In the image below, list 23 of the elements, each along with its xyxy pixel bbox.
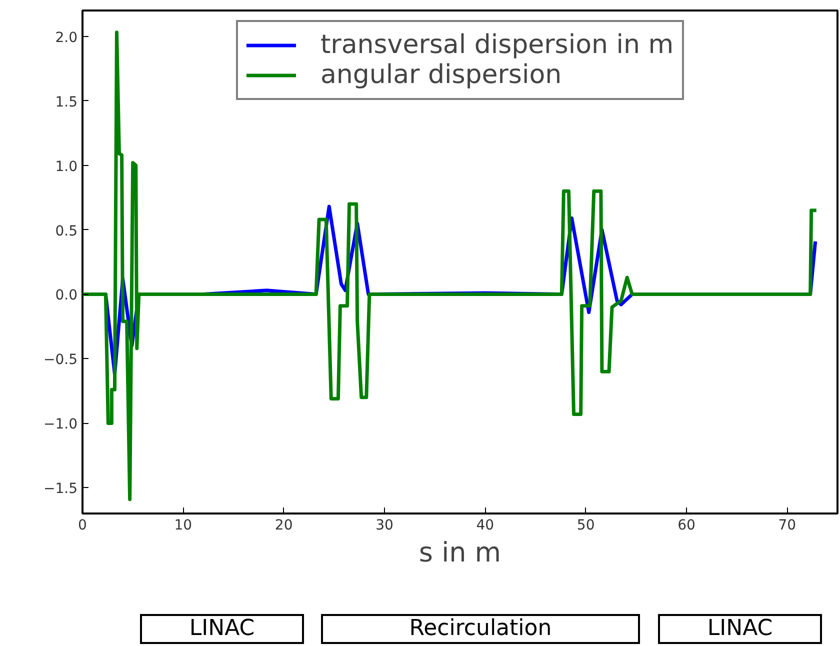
y-tick-label: 0.5 <box>55 223 78 240</box>
x-tick-label: 30 <box>376 518 394 534</box>
x-tick-label: 0 <box>78 518 87 534</box>
y-tick-label: 0.0 <box>55 288 78 304</box>
y-tick-label: −1.0 <box>44 416 78 433</box>
x-axis-title: s in m <box>418 538 502 568</box>
y-tick-label: −0.5 <box>44 352 78 368</box>
y-tick-label: 1.0 <box>55 158 78 175</box>
y-tick-label: 2.0 <box>55 30 78 46</box>
legend-label: transversal dispersion in m <box>320 30 674 60</box>
text: LINAC <box>658 614 822 644</box>
x-tick-label: 20 <box>274 518 293 534</box>
text: LINAC <box>140 614 304 644</box>
x-tick-label: 50 <box>576 518 595 534</box>
x-tick-label: 10 <box>174 518 192 534</box>
text: Recirculation <box>321 614 640 644</box>
x-tick-label: 70 <box>778 518 796 534</box>
line-series <box>82 30 818 502</box>
y-tick-label: 1.5 <box>55 94 78 110</box>
x-tick-label: 40 <box>476 518 494 534</box>
x-tick-label: 60 <box>678 518 696 534</box>
legend-label: angular dispersion <box>320 60 562 90</box>
y-tick-label: −1.5 <box>44 481 78 498</box>
